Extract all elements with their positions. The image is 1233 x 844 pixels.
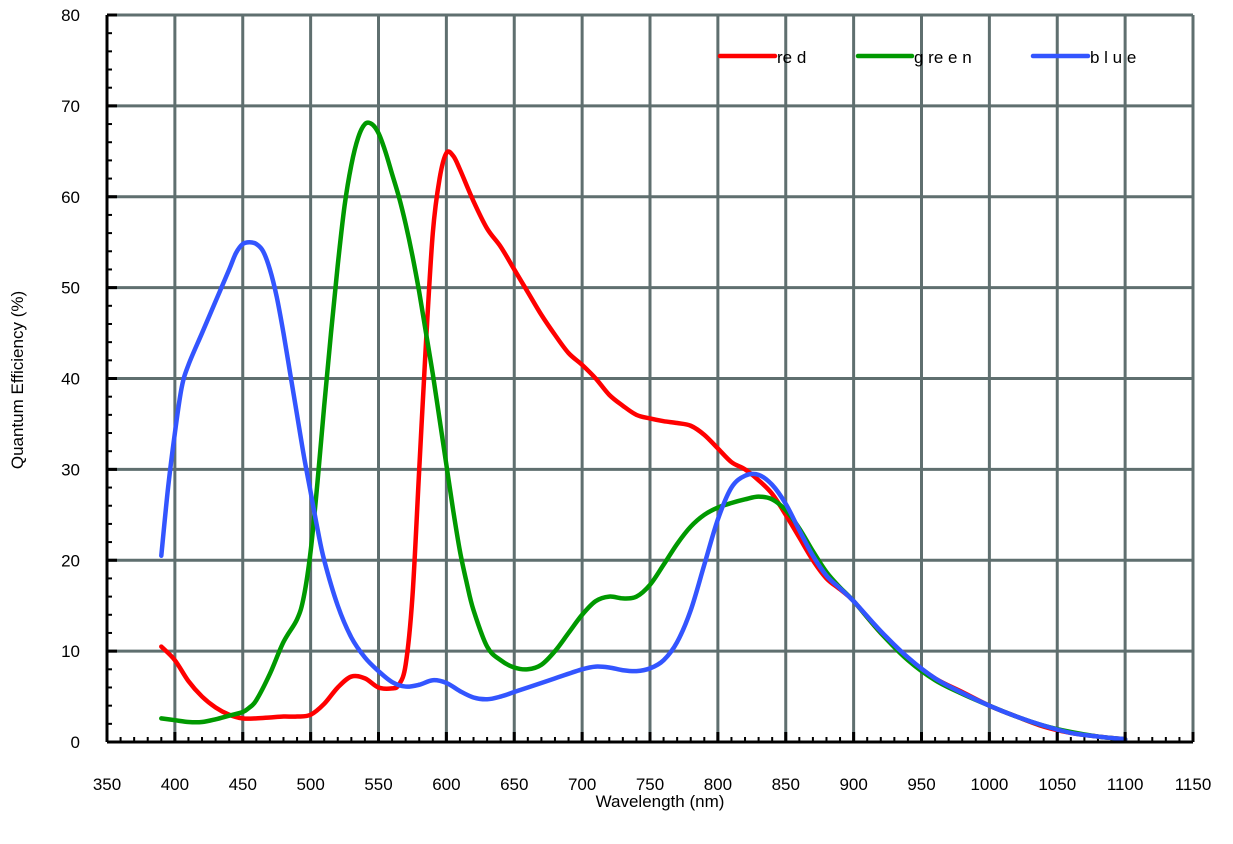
x-tick-label: 1000	[970, 775, 1008, 794]
minor-tick-layer	[107, 32, 1181, 742]
series-line-1	[159, 120, 1128, 742]
x-tick-label: 700	[568, 775, 596, 794]
x-tick-label: 650	[500, 775, 528, 794]
x-tick-label: 550	[364, 775, 392, 794]
x-tick-label: 1150	[1175, 775, 1212, 794]
y-tick-label: 0	[71, 733, 80, 752]
legend-item: b l u e	[1030, 48, 1136, 67]
y-tick-label: 30	[61, 460, 80, 479]
x-tick-label: 850	[772, 775, 800, 794]
y-tick-label: 20	[61, 551, 80, 570]
x-tick-label: 1100	[1107, 775, 1144, 794]
x-tick-label: 350	[93, 775, 121, 794]
legend-label: re d	[777, 48, 806, 67]
legend-item: g re e n	[855, 48, 972, 67]
y-tick-label: 60	[61, 188, 80, 207]
x-tick-label: 750	[636, 775, 664, 794]
x-tick-label: 600	[432, 775, 460, 794]
x-tick-label: 500	[296, 775, 324, 794]
series-layer	[159, 120, 1128, 742]
x-tick-label: 800	[704, 775, 732, 794]
legend-label: g re e n	[914, 48, 972, 67]
x-tick-label: 400	[161, 775, 189, 794]
legend-layer: re d g re e n b l u e	[717, 48, 1136, 67]
y-tick-label: 10	[61, 642, 80, 661]
y-tick-label: 50	[61, 279, 80, 298]
y-axis-title: Quantum Efficiency (%)	[8, 291, 27, 469]
grid-layer	[105, 13, 1195, 744]
x-tick-label: 450	[229, 775, 257, 794]
x-axis-title: Wavelength (nm)	[596, 792, 725, 811]
series-line-2	[159, 239, 1128, 742]
y-tick-label: 70	[61, 97, 80, 116]
legend-item: re d	[717, 48, 806, 67]
y-tick-label: 80	[61, 6, 80, 25]
y-tick-label: 40	[61, 370, 80, 389]
x-tick-label: 1050	[1038, 775, 1076, 794]
x-tick-label: 950	[907, 775, 935, 794]
axes-layer	[105, 13, 1195, 744]
x-tick-label: 900	[839, 775, 867, 794]
tick-label-layer: 350 400 450 500 550 600 650 700 750 800 850 900 950 1…	[61, 6, 1211, 794]
legend-label: b l u e	[1090, 48, 1136, 67]
